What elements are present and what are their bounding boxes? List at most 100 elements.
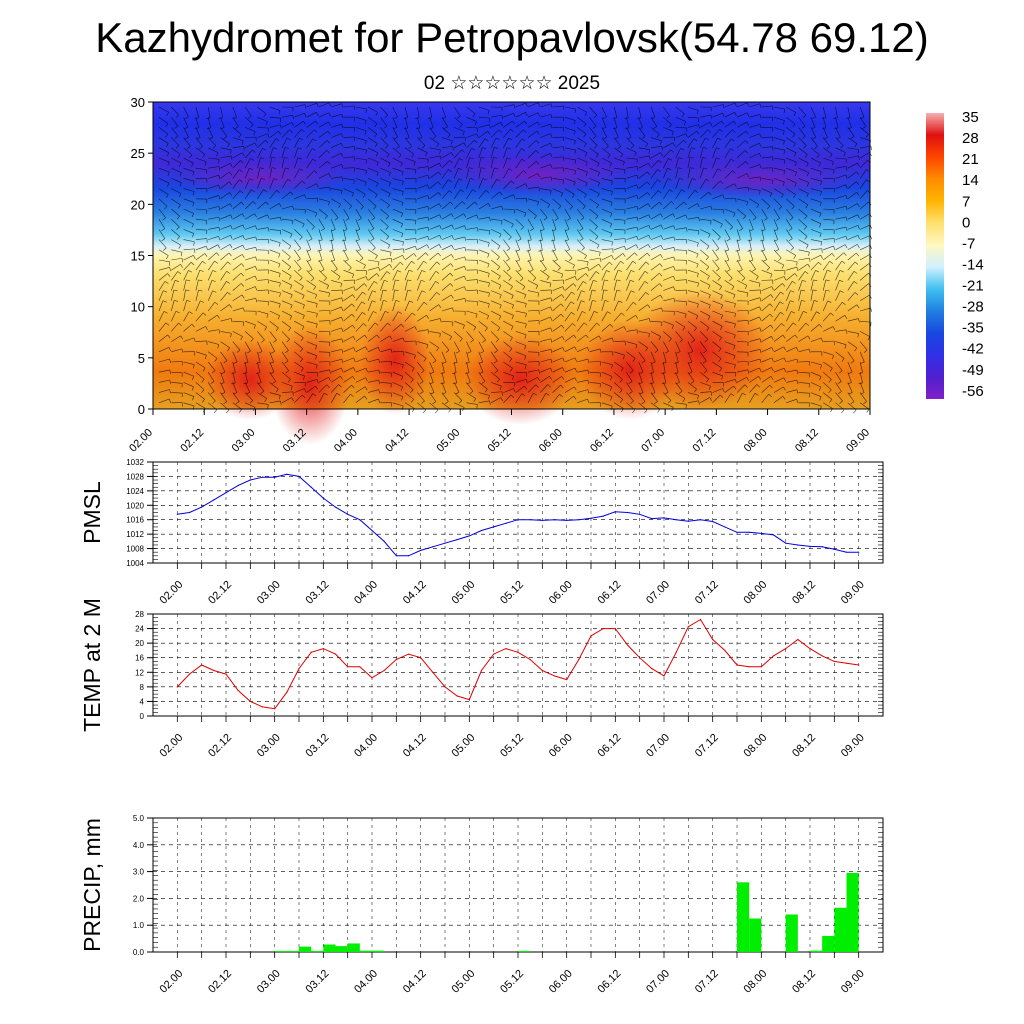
x-tick-label: 04.12 — [401, 968, 429, 996]
data-point — [359, 666, 361, 668]
precip-bar — [335, 946, 348, 952]
data-point — [760, 666, 762, 668]
data-point — [748, 531, 750, 533]
y-tick-label: 20 — [135, 639, 144, 648]
x-tick-label: 07.12 — [693, 579, 721, 607]
data-point — [663, 517, 665, 519]
colorbar-label: 21 — [962, 151, 979, 168]
heatmap-x-tick-label: 03.00 — [230, 427, 258, 455]
data-point — [614, 511, 616, 513]
data-point — [736, 664, 738, 666]
heatmap-warm-region — [205, 340, 295, 420]
y-tick-label: 1012 — [126, 530, 144, 539]
heatmap-y-tick-label: 10 — [131, 300, 145, 315]
colorbar-label: -21 — [962, 278, 984, 295]
x-tick-label: 08.00 — [742, 968, 770, 996]
panel-y-label: PMSL — [79, 481, 105, 544]
data-point — [590, 635, 592, 637]
y-tick-label: 1.0 — [133, 921, 145, 930]
data-point — [480, 669, 483, 672]
x-tick-label: 08.00 — [742, 732, 770, 760]
heatmap-y-tick-label: 0 — [138, 402, 145, 417]
data-point — [176, 513, 178, 515]
data-point — [541, 519, 543, 522]
data-point — [322, 497, 324, 499]
data-point — [261, 476, 264, 478]
data-point — [566, 678, 568, 681]
x-tick-label: 02.12 — [206, 968, 234, 996]
x-tick-label: 02.12 — [206, 732, 234, 760]
x-tick-label: 06.00 — [547, 579, 575, 607]
y-tick-label: 1028 — [126, 472, 144, 481]
data-point — [797, 544, 799, 546]
y-tick-label: 1020 — [126, 501, 144, 510]
data-point — [225, 492, 227, 494]
x-tick-label: 03.12 — [304, 732, 332, 760]
precip-bar — [749, 918, 762, 952]
data-point — [821, 546, 823, 548]
data-point — [687, 626, 689, 628]
x-tick-label: 06.00 — [547, 732, 575, 760]
data-point — [505, 648, 507, 650]
data-point — [493, 653, 495, 655]
colorbar-label: -35 — [962, 320, 984, 337]
data-point — [420, 657, 422, 659]
data-point — [334, 506, 337, 508]
heatmap-warm-region — [465, 335, 575, 425]
data-point — [286, 691, 288, 693]
colorbar-label: 35 — [962, 109, 979, 126]
panel-precip — [147, 817, 884, 958]
precip-bar — [785, 914, 798, 952]
data-point — [845, 662, 848, 664]
heatmap-x-tick-label: 05.00 — [434, 427, 462, 455]
data-point — [274, 476, 276, 478]
y-tick-label: 4.0 — [133, 841, 145, 850]
x-tick-label: 07.12 — [693, 968, 721, 996]
data-point — [675, 651, 677, 653]
data-point — [529, 658, 531, 661]
x-tick-label: 07.00 — [644, 579, 672, 607]
data-point — [310, 486, 312, 488]
precip-bar — [359, 950, 372, 952]
data-point — [432, 546, 434, 548]
x-tick-label: 08.12 — [790, 968, 818, 996]
heatmap-warm-region — [360, 305, 430, 415]
y-tick-label: 1008 — [126, 545, 144, 554]
data-point — [420, 549, 422, 551]
data-point — [310, 651, 312, 653]
y-tick-label: 1016 — [126, 516, 144, 525]
precip-bar — [347, 943, 360, 952]
x-tick-label: 03.00 — [255, 732, 283, 760]
data-point — [286, 473, 288, 475]
heatmap-warm-region — [580, 320, 680, 420]
data-point — [529, 519, 531, 521]
data-point — [614, 627, 616, 630]
data-point — [176, 686, 178, 688]
x-tick-label: 07.12 — [693, 732, 721, 760]
data-point — [213, 669, 215, 672]
y-tick-label: 2.0 — [133, 894, 145, 903]
y-tick-label: 0.0 — [133, 948, 145, 957]
data-point — [480, 529, 483, 532]
y-tick-label: 28 — [135, 610, 144, 619]
data-point — [261, 706, 264, 708]
data-point — [444, 686, 446, 688]
x-tick-label: 09.00 — [839, 968, 867, 996]
x-tick-label: 06.00 — [547, 968, 575, 996]
y-tick-label: 4 — [140, 697, 145, 706]
heatmap-y-tick-label: 15 — [131, 249, 145, 264]
x-tick-label: 02.00 — [158, 579, 186, 607]
data-point — [858, 551, 860, 553]
data-point — [626, 511, 629, 514]
data-point — [772, 655, 775, 657]
data-point — [602, 627, 604, 630]
heatmap-cold-region — [660, 162, 860, 198]
heatmap-x-tick-label: 09.00 — [844, 427, 872, 455]
data-point — [456, 695, 458, 697]
x-tick-label: 02.00 — [158, 732, 186, 760]
precip-bar — [274, 950, 287, 952]
colorbar — [926, 113, 944, 399]
data-point — [334, 653, 337, 655]
data-point — [724, 526, 726, 528]
x-tick-label: 05.00 — [450, 968, 478, 996]
